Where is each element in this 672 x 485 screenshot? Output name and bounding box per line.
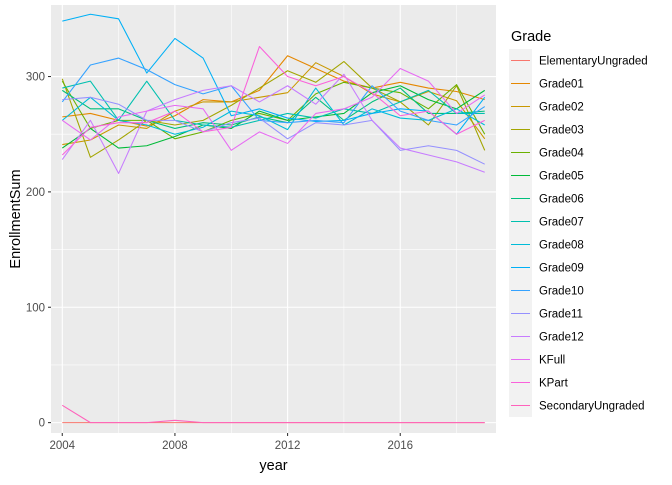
legend-item: Grade10 — [509, 279, 584, 302]
legend-label: Grade05 — [539, 171, 584, 183]
legend-label: Grade11 — [539, 309, 583, 321]
legend-item: Grade08 — [509, 233, 584, 256]
series-line-KPart — [61, 45, 485, 156]
x-axis: 2004 2008 2012 2016 — [49, 433, 413, 452]
legend-item: Grade09 — [509, 256, 584, 279]
legend-item: KPart — [509, 371, 569, 394]
legend-item: SecondaryUngraded — [509, 394, 645, 417]
legend-item: Grade07 — [509, 210, 584, 233]
legend-item: Grade05 — [509, 164, 584, 187]
series-line-Grade06 — [61, 87, 485, 129]
series-line-SecondaryUngraded — [61, 404, 485, 424]
series-line-Grade10 — [61, 57, 486, 126]
legend-title: Grade — [511, 29, 551, 45]
legend-item: Grade06 — [509, 187, 584, 210]
legend-label: KPart — [539, 378, 569, 390]
series-line-Grade11 — [62, 96, 485, 165]
y-tick-label: 100 — [26, 302, 45, 314]
x-axis-label: year — [259, 458, 287, 474]
x-tick-label: 2012 — [275, 440, 301, 452]
legend-item: Grade12 — [509, 325, 584, 348]
legend-item: Grade02 — [509, 95, 584, 118]
legend-items: ElementaryUngraded Grade01 Grade02 Grade03 G… — [509, 49, 648, 417]
y-axis-label: EnrollmentSum — [8, 169, 24, 268]
series-line-KFull — [61, 67, 486, 151]
x-tick-label: 2008 — [162, 440, 188, 452]
x-tick-label: 2004 — [49, 440, 75, 452]
legend-label: Grade01 — [539, 79, 584, 91]
legend-label: SecondaryUngraded — [539, 401, 645, 413]
legend-item: KFull — [509, 348, 565, 371]
series-line-Grade09 — [62, 13, 486, 135]
legend-item: Grade11 — [509, 302, 583, 325]
legend-label: Grade12 — [539, 332, 584, 344]
series-layer — [61, 13, 486, 424]
legend-label: Grade08 — [539, 240, 584, 252]
legend-label: Grade03 — [539, 125, 584, 137]
legend-label: KFull — [539, 355, 565, 367]
x-tick-label: 2016 — [387, 440, 413, 452]
legend-item: Grade03 — [509, 118, 584, 141]
legend-label: Grade06 — [539, 194, 584, 206]
legend: Grade ElementaryUngraded Grade01 Grade02 Gr… — [509, 29, 648, 417]
legend-label: ElementaryUngraded — [539, 56, 648, 68]
legend-item: Grade01 — [509, 72, 584, 95]
legend-item: ElementaryUngraded — [509, 49, 648, 72]
series-line-Grade07 — [62, 80, 485, 128]
series-line-Grade12 — [61, 73, 485, 174]
y-axis: 0 100 200 300 — [26, 72, 51, 430]
series-line-Grade05 — [61, 85, 486, 149]
y-tick-label: 0 — [39, 418, 45, 430]
legend-label: Grade02 — [539, 102, 584, 114]
y-tick-label: 200 — [26, 187, 45, 199]
legend-item: Grade04 — [509, 141, 584, 164]
plot-panel — [51, 5, 496, 433]
legend-label: Grade07 — [539, 217, 584, 229]
legend-label: Grade10 — [539, 286, 584, 298]
y-tick-label: 300 — [26, 72, 45, 84]
legend-label: Grade09 — [539, 263, 584, 275]
legend-label: Grade04 — [539, 148, 584, 160]
series-line-Grade01 — [62, 55, 485, 127]
